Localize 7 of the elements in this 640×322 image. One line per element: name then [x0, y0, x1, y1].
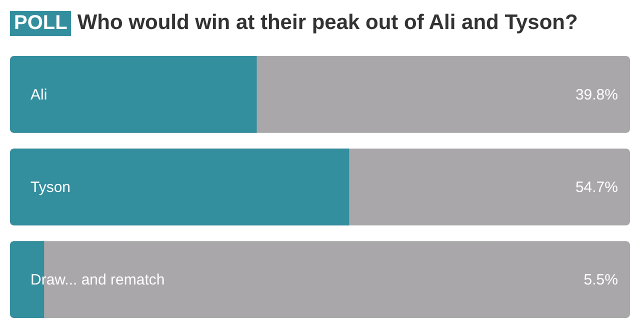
data-label: 5.5% — [584, 272, 618, 289]
data-label: 39.8% — [575, 86, 618, 104]
y-tick-label: Tyson — [30, 179, 71, 196]
text: POLL — [10, 10, 72, 36]
data-label: 54.7% — [575, 179, 618, 196]
chart-title: Who would win at their peak out of Ali and Tyson? — [77, 11, 578, 35]
y-tick-label: Ali — [30, 86, 48, 104]
